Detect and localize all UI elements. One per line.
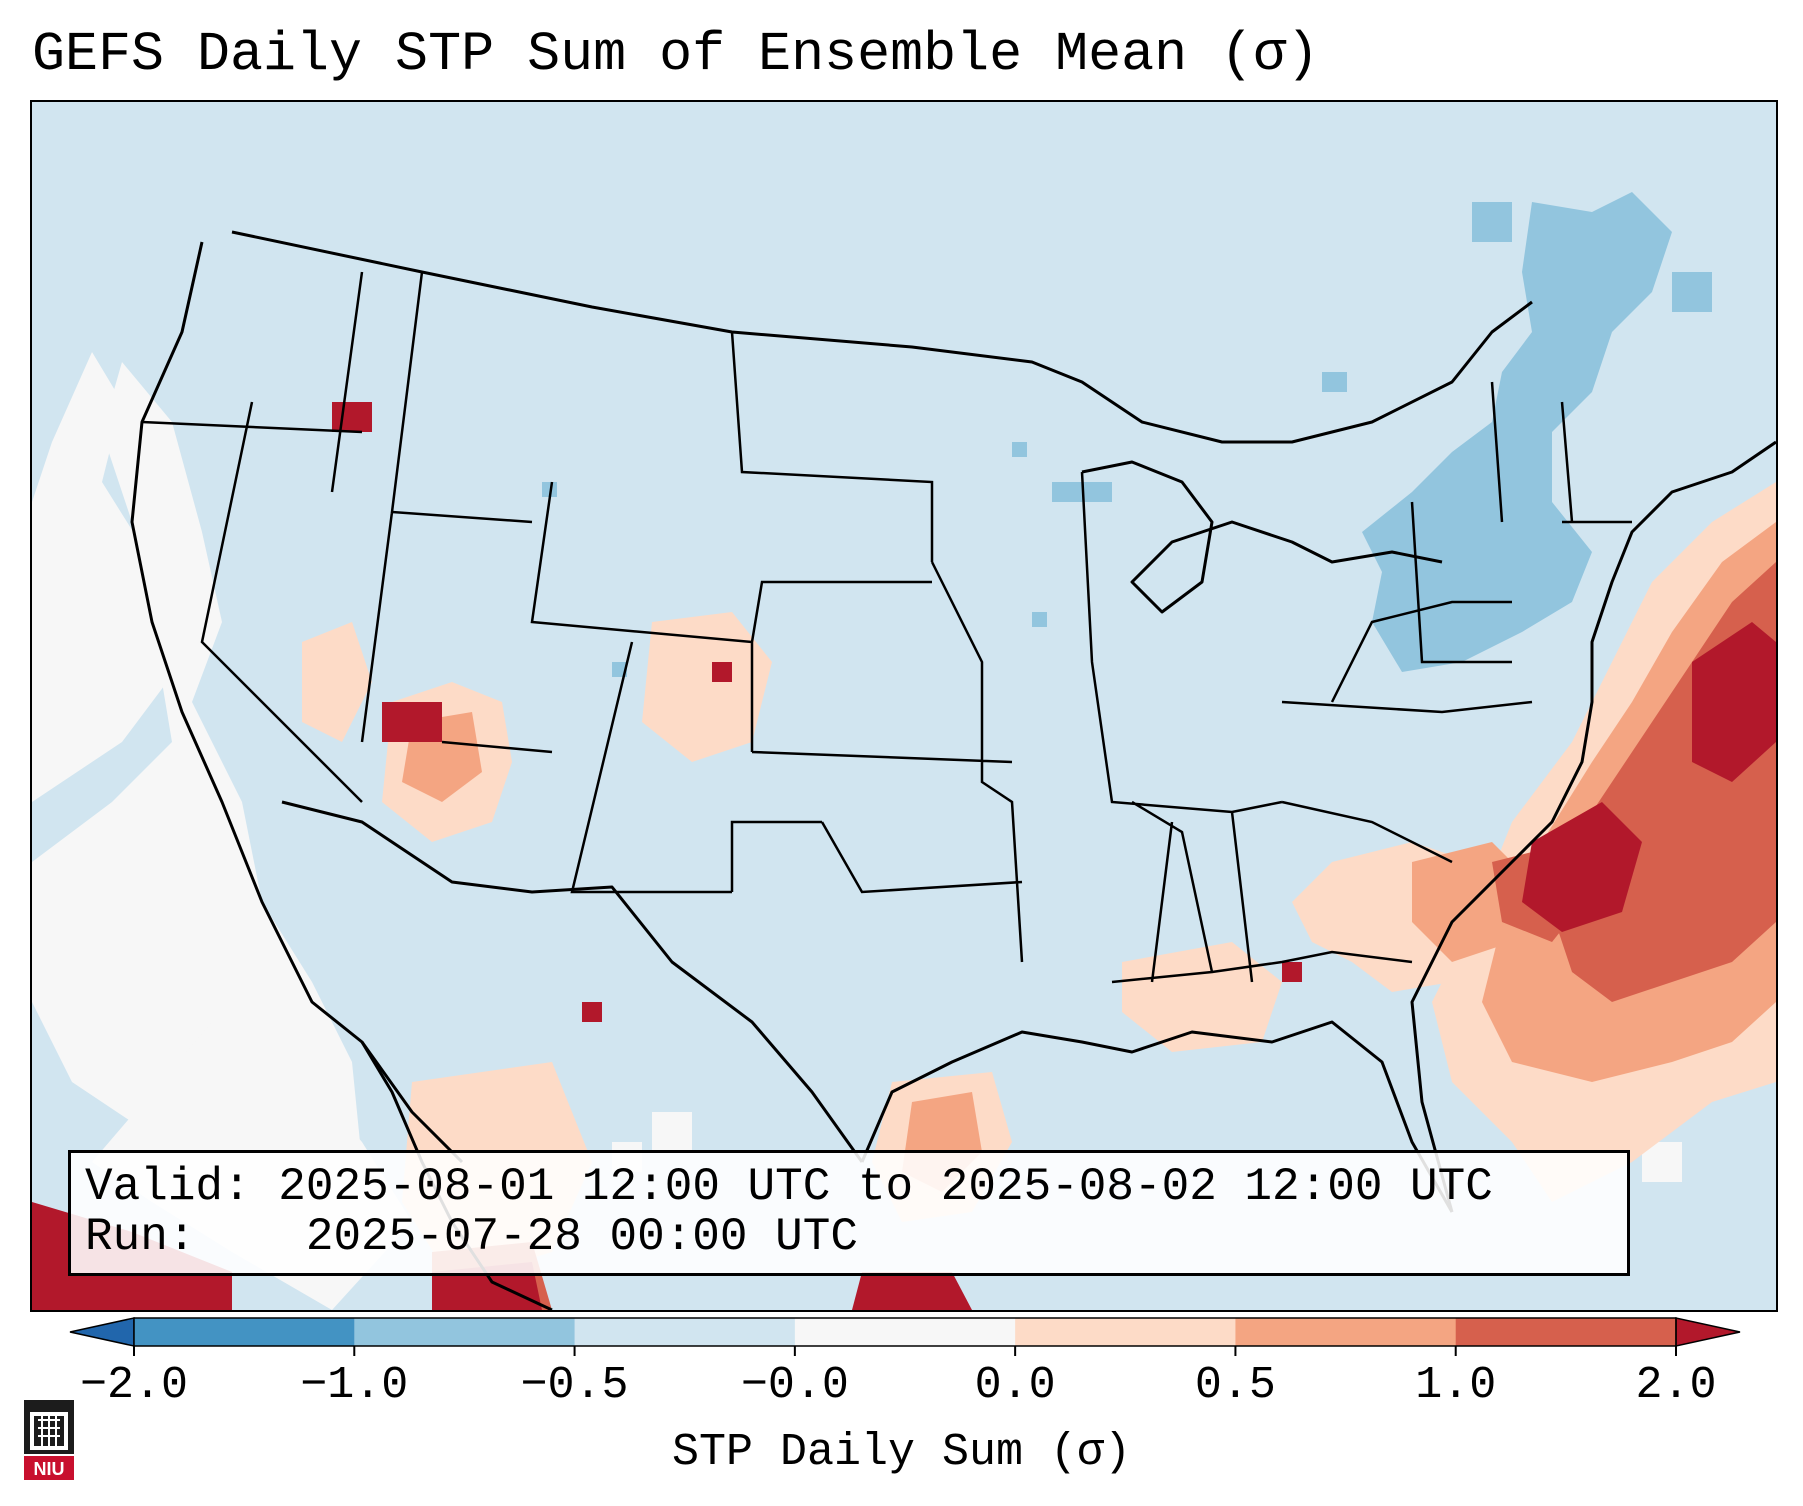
negative-cell-6 [1012,442,1027,457]
positive-severe-area-mexico-south [852,1272,972,1310]
state-lines [141,271,1632,984]
colorbar-tick-label: 0.0 [974,1360,1056,1411]
colorbar-bin [354,1318,576,1346]
colorbar-tick-label: −0.5 [520,1360,629,1411]
negative-cell-9 [542,482,557,497]
chart-title: GEFS Daily STP Sum of Ensemble Mean (σ) [32,23,1320,86]
valid-label: Valid: [85,1161,251,1213]
colorbar-extend-high [1675,1317,1741,1347]
run-line: Run: 2025-07-28 00:00 UTC [85,1211,858,1263]
map-panel[interactable] [30,100,1778,1312]
colorbar-bin [1235,1318,1457,1346]
negative-cell-7 [1032,612,1047,627]
neutral-patch-gulf [652,1112,692,1152]
negative-cell-1 [1472,202,1512,242]
negative-area-northeast [1362,192,1672,672]
colorbar-bin [1015,1318,1236,1346]
state-line-1 [141,271,1632,984]
niu-logo: NIU [24,1400,74,1480]
colorbar-bin [794,1318,1016,1346]
run-label: Run: [85,1211,196,1263]
colorbar-bin [1455,1318,1677,1346]
negative-cell-2 [1322,372,1347,392]
colorbar-label: STP Daily Sum (σ) [671,1427,1132,1478]
positive-severe-cell-or [332,402,372,432]
run-value: 2025-07-28 00:00 UTC [305,1211,858,1263]
neutral-area-west-coast [32,362,362,1182]
atlantic-coastline [1410,440,1776,1213]
positive-severe-area-atlantic [1692,622,1776,782]
us-mexico-border [281,800,864,1163]
positive-severe-cell-nv [382,702,442,742]
positive-light-area-gulf-coast [1122,942,1282,1052]
positive-severe-cell-ga [1282,962,1302,982]
colorbar-bin [134,1318,355,1346]
colorbar-tick-label: 2.0 [1635,1360,1717,1411]
positive-severe-cell-tx [582,1002,602,1022]
valid-run-info-box: Valid: 2025-08-01 12:00 UTC to 2025-08-0… [68,1150,1630,1276]
gulf-coastline [860,1020,1454,1213]
positive-light-area-great-basin [302,622,372,742]
negative-cell-5 [1612,222,1642,252]
colorbar-tick-label: −2.0 [79,1360,189,1411]
positive-light-area-colorado [642,612,772,762]
colorbar-extend-low [69,1317,135,1347]
positive-severe-area-carolina-offshore [1522,802,1642,932]
colorbar-bin [574,1318,796,1346]
boundaries [130,230,1776,1310]
map-canvas [32,192,1776,1310]
colorbar [69,1317,1741,1356]
great-lakes [1081,460,1443,614]
us-canada-border [231,230,1533,444]
colorbar-tick-label: 1.0 [1415,1360,1497,1411]
colorbar-tick-label: −0.0 [740,1360,849,1411]
valid-value: 2025-08-01 12:00 UTC to 2025-08-02 12:00… [278,1161,1493,1213]
logo-text: NIU [34,1459,65,1479]
valid-line: Valid: 2025-08-01 12:00 UTC to 2025-08-0… [85,1161,1493,1213]
colorbar-outline [133,1317,1677,1347]
positive-severe-cell-co [712,662,732,682]
colorbar-tick-label: −1.0 [300,1360,409,1411]
negative-field [542,192,1712,677]
colorbar-tick-label: 0.5 [1194,1360,1276,1411]
negative-cell-4 [1672,272,1712,312]
neutral-area-pacific [32,352,182,802]
